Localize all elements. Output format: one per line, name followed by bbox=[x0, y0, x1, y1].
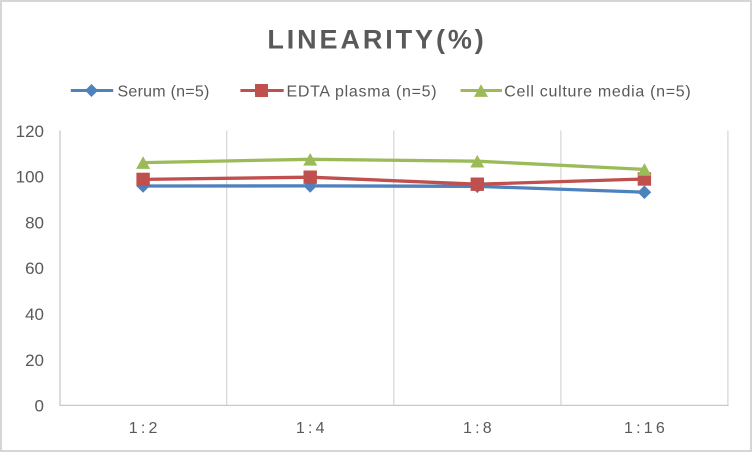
svg-text:1:2: 1:2 bbox=[129, 420, 161, 437]
svg-text:60: 60 bbox=[25, 259, 44, 278]
svg-text:40: 40 bbox=[25, 305, 44, 324]
svg-text:EDTA plasma (n=5): EDTA plasma (n=5) bbox=[287, 83, 438, 100]
svg-text:LINEARITY(%): LINEARITY(%) bbox=[267, 25, 486, 55]
svg-text:1:8: 1:8 bbox=[463, 420, 495, 437]
svg-text:100: 100 bbox=[16, 168, 44, 187]
svg-text:1:4: 1:4 bbox=[296, 420, 328, 437]
svg-text:80: 80 bbox=[25, 213, 44, 232]
svg-text:0: 0 bbox=[35, 397, 44, 416]
svg-text:Cell culture media (n=5): Cell culture media (n=5) bbox=[504, 83, 691, 100]
svg-text:20: 20 bbox=[25, 351, 44, 370]
svg-text:120: 120 bbox=[16, 122, 44, 141]
svg-text:Serum (n=5): Serum (n=5) bbox=[118, 83, 210, 100]
svg-text:1:16: 1:16 bbox=[624, 420, 668, 437]
